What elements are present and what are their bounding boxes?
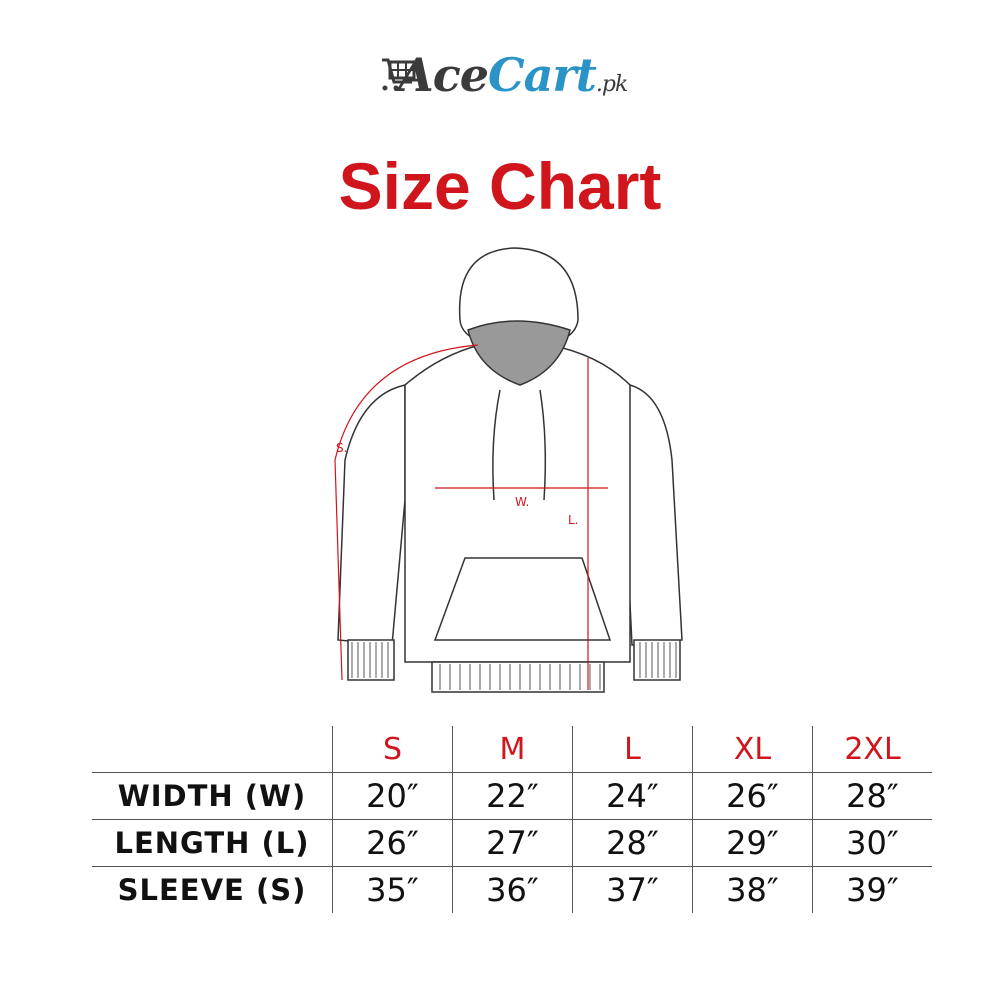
cell: 39″ [812, 866, 932, 913]
table-row: SLEEVE (S) 35″ 36″ 37″ 38″ 39″ [92, 866, 932, 913]
cell: 29″ [692, 819, 813, 867]
cell: 38″ [692, 866, 813, 913]
row-label: LENGTH (L) [92, 819, 333, 867]
cell: 26″ [332, 819, 453, 867]
cell: 35″ [332, 866, 453, 913]
logo-ace: Ace [398, 48, 489, 102]
cell: 28″ [812, 772, 932, 820]
hoodie-outline [337, 247, 683, 693]
cell: 30″ [812, 819, 932, 867]
size-header: M [452, 726, 573, 773]
size-table: S M L XL 2XL WIDTH (W) 20″ 22″ 24″ 26″ 2… [92, 726, 932, 913]
size-header: 2XL [812, 726, 932, 773]
sleeve-label: S. [336, 441, 347, 455]
measurement-lines [334, 344, 608, 690]
table-row: LENGTH (L) 26″ 27″ 28″ 29″ 30″ [92, 819, 932, 867]
table-row: WIDTH (W) 20″ 22″ 24″ 26″ 28″ [92, 772, 932, 820]
size-header: S [332, 726, 453, 773]
rib-lines [351, 642, 677, 690]
size-header-row: S M L XL 2XL [92, 726, 932, 773]
cell: 36″ [452, 866, 573, 913]
cell: 28″ [572, 819, 693, 867]
logo-suffix: .pk [595, 72, 628, 97]
length-label: L. [568, 513, 579, 527]
cell: 27″ [452, 819, 573, 867]
sleeve-measure-line [334, 344, 479, 681]
size-header: XL [692, 726, 813, 773]
cell: 20″ [332, 772, 453, 820]
cell: 26″ [692, 772, 813, 820]
cell: 22″ [452, 772, 573, 820]
width-label: W. [515, 495, 529, 509]
cell: 24″ [572, 772, 693, 820]
acecart-logo: AceCart.pk [380, 48, 680, 118]
page-title: Size Chart [338, 149, 662, 223]
cell: 37″ [572, 866, 693, 913]
row-label: SLEEVE (S) [92, 866, 333, 913]
row-label: WIDTH (W) [92, 772, 333, 820]
size-header: L [572, 726, 693, 773]
empty-header-cell [92, 726, 333, 773]
shopping-cart-icon [382, 58, 416, 91]
hoodie-diagram: S. W. L. [334, 247, 683, 693]
logo-cart: Cart [487, 48, 597, 102]
